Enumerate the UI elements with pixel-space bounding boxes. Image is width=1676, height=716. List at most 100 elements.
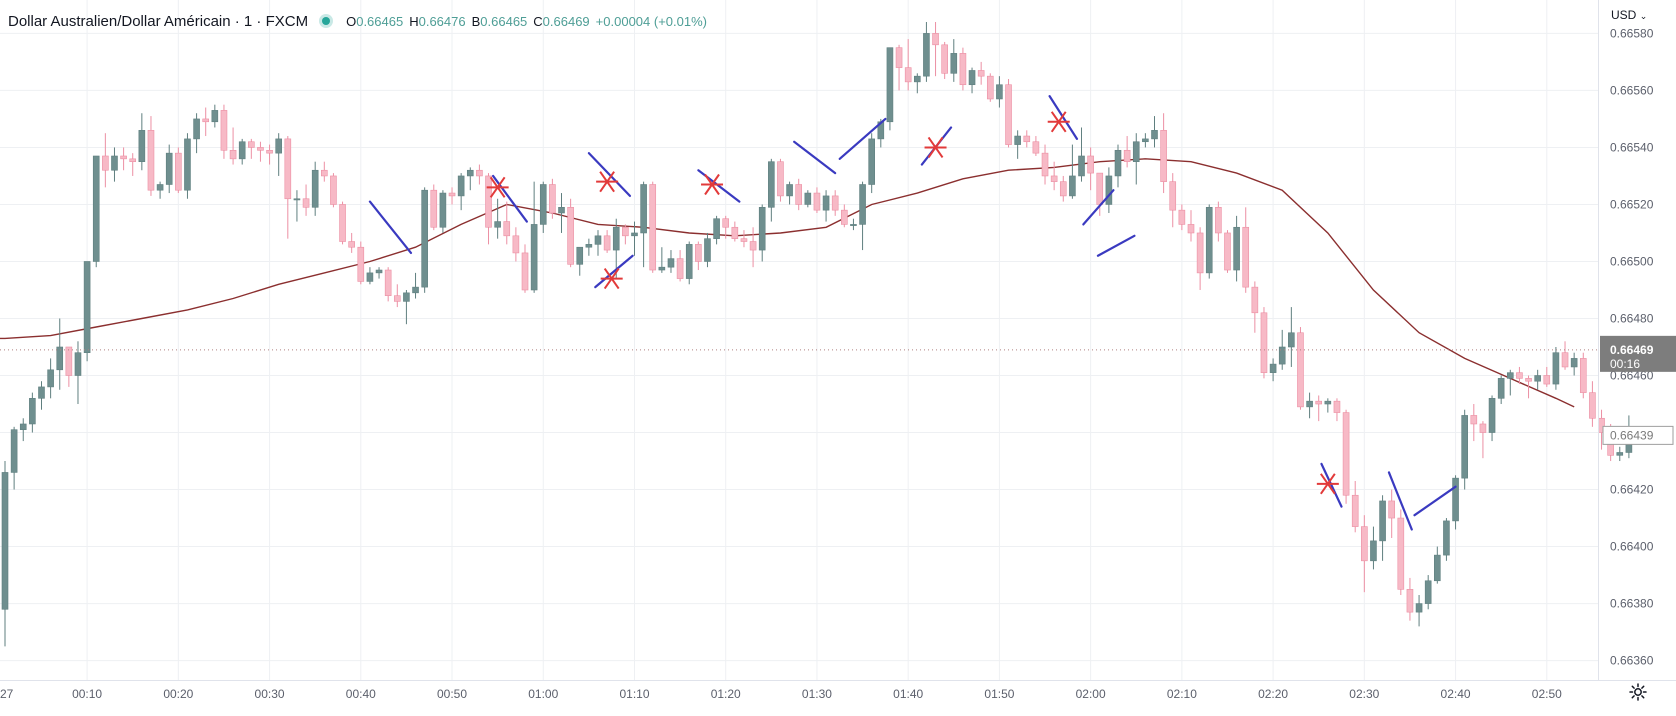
candle-body [275,138,282,154]
candle-body [795,184,803,205]
candle [1406,577,1414,621]
trend-line [491,174,528,223]
candle [1242,207,1250,293]
candle-body [1297,332,1304,408]
candle-body [731,226,739,239]
red-star-marker [486,176,509,198]
candle-body [685,244,693,279]
candle-body [1497,378,1505,399]
red-star-marker [1047,111,1070,133]
candle [1342,409,1350,504]
time-tick-label: 01:30 [802,687,832,701]
candle [47,358,54,399]
candle [1078,127,1085,182]
currency-selector[interactable]: USD ⌄ [1611,8,1647,22]
candle [1205,204,1213,279]
star-stroke [1050,111,1067,133]
candle-body [19,423,27,430]
price-tick-label: 0.66420 [1610,483,1654,497]
candle-body [913,75,921,83]
candle-body [156,184,164,191]
candle [202,107,210,137]
candle [1589,381,1596,427]
candle [111,147,118,182]
gear-icon[interactable] [1628,682,1648,702]
candle-body [941,44,948,74]
candle [1032,136,1040,156]
time-tick-label: 00:40 [346,687,376,701]
candle [1297,327,1304,410]
candle [822,190,830,222]
candle [293,190,301,222]
candle-body [1187,224,1195,234]
candle [485,173,492,245]
candle-body [202,118,210,123]
time-axis[interactable]: 27 00:10 00:20 00:30 00:40 00:50 01:00 01:10 01:… [0,687,1562,701]
time-tick-label: 02:10 [1167,687,1197,701]
candle-body [1552,352,1560,385]
candle-body [47,369,54,388]
candle [448,187,456,205]
candle-body [950,53,958,74]
candle-body [1397,517,1405,590]
star-stroke [599,171,615,193]
trend-line [1096,234,1136,257]
candle-body [640,184,647,234]
candle-body [722,218,730,228]
symbol-title[interactable]: Dollar Australien/Dollar Américain · 1 ·… [8,12,309,30]
candle-body [749,241,757,251]
ohlc-low: B0.66465 [471,13,528,29]
candle [1479,421,1487,459]
candle [1543,366,1551,387]
candle-body [841,209,848,225]
trend-line [1048,95,1079,140]
candle-body [777,161,784,197]
time-tick-label: 02:50 [1532,687,1562,701]
candle [567,198,574,268]
candle [1014,130,1021,159]
star-stroke [489,176,506,198]
candle-body [302,198,310,208]
candle-body [1534,375,1541,382]
candle-body [403,292,410,302]
candle [594,230,602,256]
candle [439,190,447,233]
candle-body [539,184,547,225]
price-tick-label: 0.66520 [1610,197,1654,211]
candle [530,181,538,293]
candle-body [165,152,173,185]
candle [1050,161,1058,191]
candle [10,426,18,490]
chart-legend: Dollar Australien/Dollar Américain · 1 ·… [8,10,707,32]
candle [923,22,930,82]
candle [959,47,967,91]
candle-body [1,472,9,610]
candle-body [868,138,875,185]
candle [1488,395,1496,442]
candle [758,204,766,262]
candle [430,184,438,231]
candle-body [138,130,146,162]
candle [120,147,127,171]
time-tick-label: 01:10 [619,687,649,701]
candle-body [968,70,976,86]
candle-body [1561,352,1569,368]
candle [1370,526,1377,570]
candle [941,41,948,80]
candle [1178,204,1186,231]
candle [494,198,501,239]
candle-body [393,295,401,302]
candle-body [284,138,292,200]
ohlc-open: O0.66465 [346,13,404,29]
candle-body [1306,400,1313,408]
candle-body [512,235,520,254]
candle-body [1351,494,1359,527]
candle [1005,79,1012,148]
candle [248,138,255,159]
candles-layer [1,22,1633,647]
candle [1470,404,1478,442]
candle [1434,546,1441,584]
